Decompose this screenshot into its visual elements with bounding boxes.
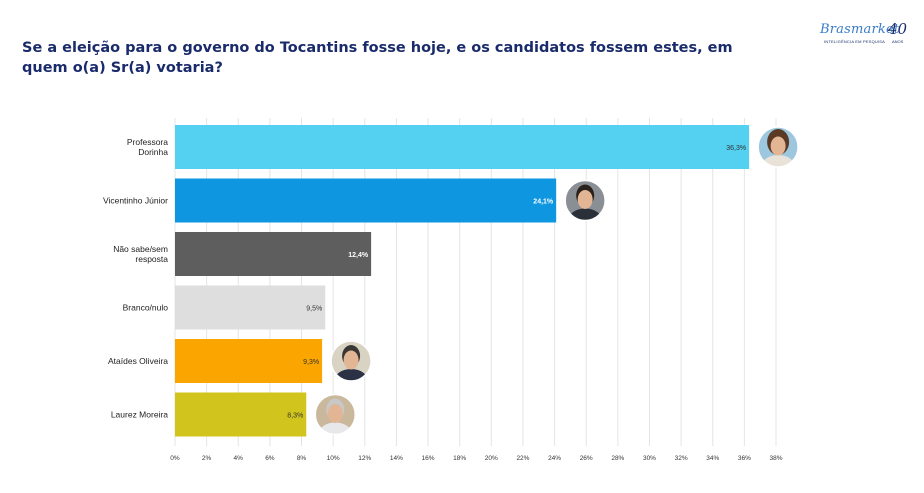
photo-content [315,394,356,435]
category-label: resposta [135,254,168,264]
photo-content [331,341,372,381]
x-tick-label: 30% [643,455,656,462]
x-tick-label: 4% [234,455,244,462]
x-tick-label: 20% [485,455,498,462]
photo-content [565,180,606,221]
x-tick-label: 34% [706,455,719,462]
x-tick-label: 24% [548,455,561,462]
logo-number: 40 [888,20,908,38]
x-tick-label: 8% [297,455,307,462]
photo-border [564,179,606,222]
x-tick-label: 0% [170,455,180,462]
bar[interactable] [175,339,323,383]
photo-border [757,126,799,168]
x-tick-label: 36% [738,455,751,462]
brand-logo: Brasmarket 40 INTELIGÊNCIA EM PESQUISA A… [818,20,908,48]
x-tick-label: 10% [327,455,340,462]
x-tick-label: 38% [769,455,782,462]
photo-face [343,350,359,370]
photo-face [577,190,593,209]
category-label: Laurez Moreira [111,410,168,420]
photo-border [314,393,357,436]
photo-face [770,136,786,156]
bar[interactable] [175,125,750,169]
candidate-photo [564,179,606,222]
photo-face [327,404,343,423]
category-label: Dorinha [138,147,168,157]
candidate-photo [314,393,357,436]
x-tick-label: 2% [202,455,212,462]
photo-shoulders [568,208,603,221]
data-label: 9,3% [303,359,319,366]
category-label: Professora [127,137,168,147]
photo-border [330,340,372,382]
chart-title: Se a eleição para o governo do Tocantins… [22,40,733,76]
bar[interactable] [175,392,307,437]
data-label: 24,1% [533,199,554,206]
data-label: 9,5% [306,306,322,313]
category-label: Branco/nulo [123,303,169,313]
bar[interactable] [175,232,372,276]
photo-shoulders [318,422,353,435]
photo-shoulders [334,369,369,381]
x-tick-label: 18% [453,455,466,462]
bar[interactable] [175,178,557,223]
data-label: 12,4% [348,252,369,259]
logo-tagline: INTELIGÊNCIA EM PESQUISA [824,39,886,44]
category-label: Ataídes Oliveira [108,356,168,366]
category-label: Vicentinho Júnior [103,196,168,206]
x-tick-label: 28% [611,455,624,462]
candidate-photo [330,340,372,382]
category-label: Não sabe/sem [113,244,168,254]
candidate-photo [757,126,799,168]
x-tick-label: 16% [422,455,435,462]
x-tick-label: 22% [516,455,529,462]
photo-shoulders [761,155,796,167]
x-tick-label: 26% [580,455,593,462]
x-tick-label: 12% [358,455,371,462]
x-tick-label: 6% [265,455,275,462]
x-tick-label: 32% [675,455,688,462]
logo-anos: ANOS [892,39,904,44]
logo-wordmark: Brasmarket [820,22,900,37]
bar[interactable] [175,285,326,330]
photo-content [758,127,799,167]
data-label: 36,3% [726,145,746,152]
data-label: 8,3% [287,413,303,420]
x-tick-label: 14% [390,455,403,462]
